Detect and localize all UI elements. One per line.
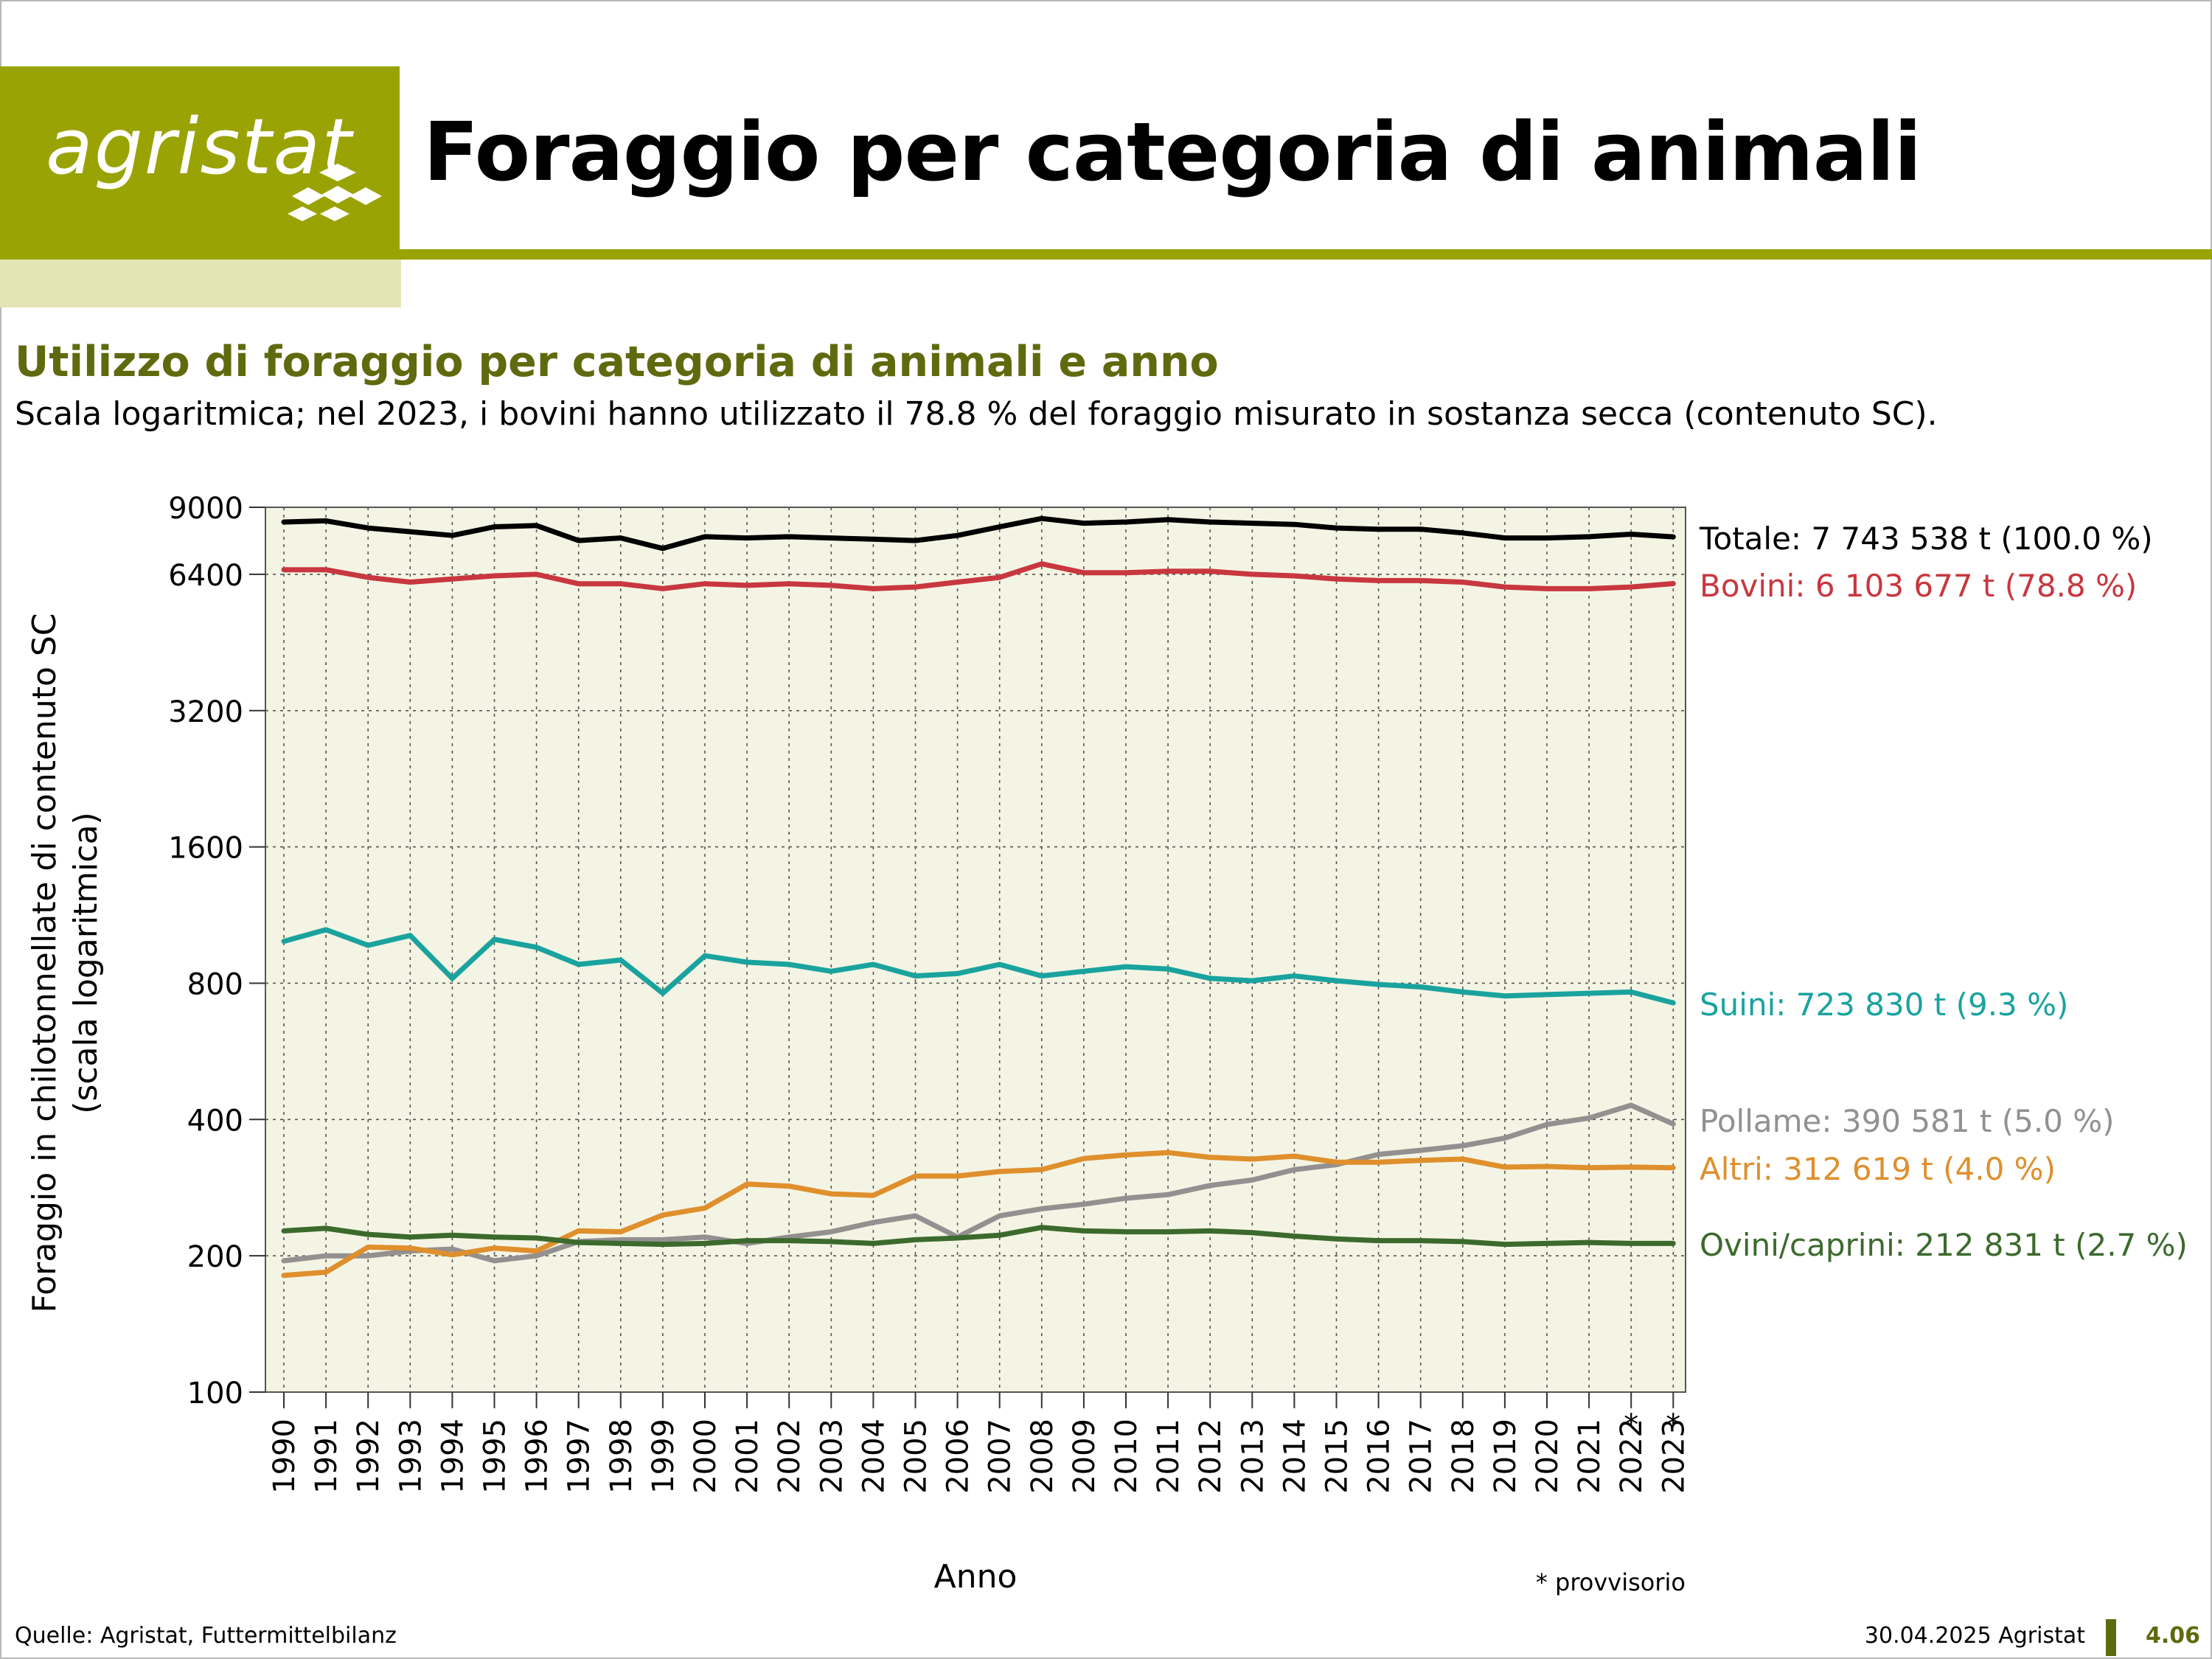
chart-subtitle: Utilizzo di foraggio per categoria di an… (15, 338, 1219, 386)
y-tick-label: 3200 (168, 695, 243, 729)
x-tick-label: 2018 (1447, 1419, 1481, 1494)
x-tick-label: 2017 (1405, 1419, 1439, 1494)
x-tick-label: 2022 (1615, 1419, 1649, 1494)
logo-underlay (0, 260, 401, 307)
logo-diamonds-icon (288, 164, 382, 221)
footer-divider (2106, 1619, 2116, 1656)
x-tick-mark: * (1666, 1408, 1680, 1442)
series-line-pollame (281, 1102, 1676, 1264)
x-tick-label: 1993 (394, 1419, 428, 1494)
x-tick-label: 2012 (1194, 1419, 1228, 1494)
x-tick-label: 2007 (984, 1419, 1018, 1494)
y-axis-title: (scala logaritmica) (67, 812, 105, 1113)
y-tick-label: 1600 (168, 832, 243, 866)
series-label-altri: Altri: 312 619 t (4.0 %) (1700, 1151, 2056, 1187)
x-tick-label: 2020 (1531, 1419, 1565, 1494)
series-label-pollame: Pollame: 390 581 t (5.0 %) (1700, 1103, 2115, 1139)
chart-description: Scala logaritmica; nel 2023, i bovini ha… (15, 395, 1938, 433)
footer-source: Quelle: Agristat, Futtermittelbilanz (15, 1623, 397, 1649)
x-tick-label: 2013 (1236, 1419, 1270, 1494)
series-line-totale (281, 515, 1676, 552)
x-tick-label: 2010 (1110, 1419, 1144, 1494)
series-label-totale: Totale: 7 743 538 t (100.0 %) (1699, 521, 2153, 557)
y-tick-label: 100 (187, 1377, 243, 1411)
series-line-ovini-caprini (281, 1225, 1676, 1248)
x-tick-label: 2004 (857, 1419, 891, 1494)
y-tick-label: 200 (187, 1240, 243, 1274)
x-tick-label: 2019 (1489, 1419, 1523, 1494)
logo-box (0, 66, 400, 260)
y-tick-label: 9000 (168, 492, 243, 526)
series-label-bovini: Bovini: 6 103 677 t (78.8 %) (1700, 568, 2137, 604)
y-axis-title: Foraggio in chilotonnellate di contenuto… (26, 613, 63, 1312)
x-tick-label: 2002 (773, 1419, 807, 1494)
y-tick-label: 400 (187, 1104, 243, 1138)
x-tick-label: 2021 (1573, 1419, 1607, 1494)
x-tick-label: 1996 (521, 1419, 554, 1494)
x-tick-label: 2014 (1278, 1419, 1312, 1494)
y-tick-label: 800 (187, 967, 243, 1001)
footer-date: 30.04.2025 Agristat (1864, 1623, 2085, 1649)
x-tick-label: 1995 (479, 1419, 512, 1494)
x-tick-label: 2009 (1068, 1419, 1102, 1494)
header-rule (400, 249, 2212, 260)
x-tick-label: 2006 (942, 1419, 975, 1494)
x-tick-label: 1991 (310, 1419, 344, 1494)
x-tick-label: 2003 (815, 1419, 849, 1494)
y-tick-label: 6400 (168, 559, 243, 593)
x-axis-title: Anno (934, 1558, 1018, 1596)
x-tick-label: 2011 (1152, 1419, 1186, 1494)
x-tick-label: 1999 (647, 1419, 681, 1494)
page-title: Foraggio per categoria di animali (423, 105, 1921, 199)
series-line-bovini (281, 561, 1676, 591)
x-tick-label: 2023 (1657, 1419, 1691, 1494)
x-tick-label: 2001 (731, 1419, 765, 1494)
series-label-ovini-caprini: Ovini/caprini: 212 831 t (2.7 %) (1700, 1227, 2188, 1263)
x-tick-label: 2015 (1321, 1419, 1354, 1494)
page-number: 4.06 (2146, 1623, 2201, 1649)
x-tick-label: 1997 (563, 1419, 597, 1494)
plot-area (265, 507, 1686, 1393)
series-line-suini (281, 927, 1676, 1006)
x-tick-label: 2008 (1026, 1419, 1060, 1494)
x-tick-mark: * (1624, 1408, 1638, 1442)
series-line-altri (281, 1150, 1676, 1279)
footnote: * provvisorio (1536, 1568, 1686, 1596)
logo-wordmark: agristat (46, 102, 353, 192)
x-tick-label: 1998 (605, 1419, 639, 1494)
x-tick-label: 2000 (689, 1419, 723, 1494)
x-tick-label: 2016 (1363, 1419, 1397, 1494)
x-tick-label: 1990 (268, 1419, 302, 1494)
series-label-suini: Suini: 723 830 t (9.3 %) (1700, 987, 2068, 1023)
x-tick-label: 2005 (900, 1419, 933, 1494)
x-tick-label: 1992 (352, 1419, 386, 1494)
x-tick-label: 1994 (436, 1419, 470, 1494)
